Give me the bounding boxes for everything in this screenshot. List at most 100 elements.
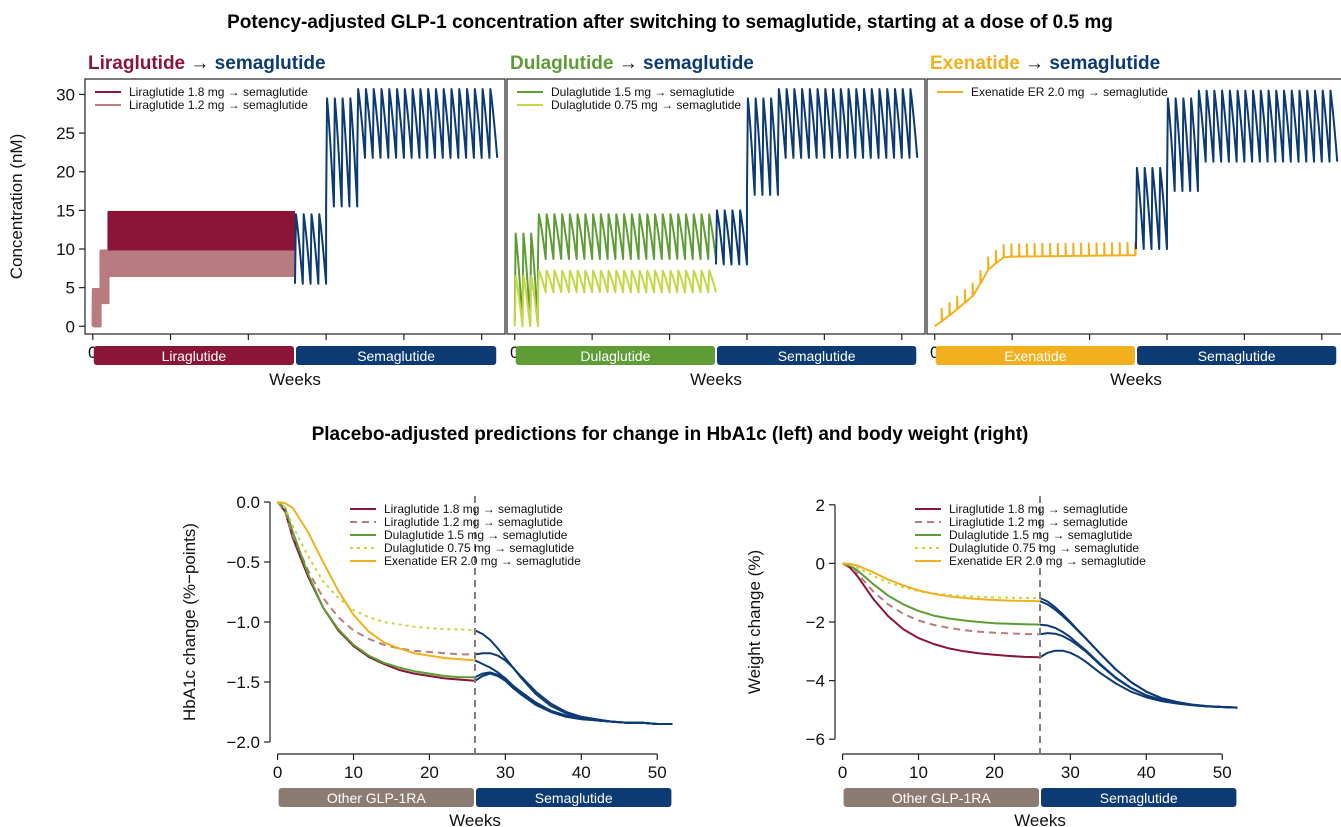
- y-axis-label: HbA1c change (%−points): [180, 523, 199, 721]
- y-tick-label: 25: [56, 124, 75, 143]
- legend-label: Liraglutide 1.8 mg → semaglutide: [384, 502, 563, 516]
- y-tick-label: 0.0: [236, 493, 260, 512]
- y-axis-label: Weight change (%): [745, 550, 764, 694]
- phase-bar: [515, 346, 715, 365]
- x-tick-label: 40: [572, 763, 591, 782]
- y-tick-label: 10: [56, 240, 75, 259]
- panel-title: Dulaglutide → semaglutide: [510, 53, 754, 74]
- panel-title: Liraglutide → semaglutide: [88, 53, 326, 74]
- series-line: [474, 659, 673, 725]
- plot-frame: [926, 78, 1341, 335]
- x-axis-label: Weeks: [1014, 811, 1066, 827]
- x-tick-label: 0: [838, 763, 847, 782]
- plot-frame: [506, 78, 926, 335]
- phase-bar-label: Semaglutide: [535, 790, 613, 806]
- series-line: [276, 501, 475, 679]
- phase-bar-label: Semaglutide: [357, 348, 435, 364]
- y-axis-label: Concentration (nM): [7, 134, 26, 280]
- x-tick-label: 20: [420, 763, 439, 782]
- data-layer: [91, 88, 499, 328]
- x-tick-label: 10: [344, 763, 363, 782]
- series-line: [1039, 600, 1238, 709]
- panel-title-drug: Exenatide: [930, 53, 1020, 74]
- plot-area: 01020304050051015202530WeeksConcentratio…: [7, 53, 1341, 827]
- legend-label: Dulaglutide 0.75 mg → semaglutide: [384, 541, 574, 555]
- y-tick-label: 0: [66, 317, 75, 336]
- phase-bar: [278, 788, 474, 807]
- y-tick-label: −1.0: [226, 613, 260, 632]
- series-line: [277, 501, 476, 662]
- legend-label: Dulaglutide 1.5 mg → semaglutide: [384, 528, 568, 542]
- series-line: [474, 652, 673, 725]
- x-tick-label: 0: [930, 343, 939, 362]
- legend-label: Dulaglutide 1.5 mg → semaglutide: [551, 85, 735, 99]
- y-tick-label: 20: [56, 163, 75, 182]
- x-tick-label: 0: [88, 343, 97, 362]
- legend-label: Exenatide ER 2.0 mg → semaglutide: [971, 85, 1168, 99]
- panel-title: Exenatide → semaglutide: [930, 53, 1160, 74]
- figure-bottom-title: Placebo-adjusted predictions for change …: [312, 424, 1029, 445]
- x-tick-label: 10: [909, 763, 928, 782]
- x-tick-label: 0: [273, 763, 282, 782]
- series-line: [842, 562, 1041, 626]
- phase-bar: [93, 346, 295, 365]
- series-line: [91, 249, 296, 328]
- panel-title-drug: Liraglutide: [88, 53, 185, 74]
- phase-bar: [843, 788, 1039, 807]
- phase-bar: [717, 346, 917, 365]
- data-layer: [934, 89, 1339, 328]
- series-line: [294, 88, 499, 285]
- y-tick-label: −1.5: [226, 673, 260, 692]
- x-tick-label: 40: [1137, 763, 1156, 782]
- panel-title-arrow: →: [1020, 53, 1044, 74]
- data-layer: [842, 562, 1238, 709]
- series-line: [715, 88, 919, 266]
- y-tick-label: 30: [56, 85, 75, 104]
- panel-title-arrow: →: [613, 53, 637, 74]
- series-line: [842, 562, 1040, 599]
- chart-conc-exenatide: 01020304050WeeksExenatide → semaglutideE…: [926, 53, 1341, 389]
- series-line: [1039, 632, 1238, 709]
- phase-bar-label: Semaglutide: [778, 348, 856, 364]
- y-tick-label: −2: [806, 613, 825, 632]
- series-line: [934, 241, 1137, 328]
- y-tick-label: −6: [806, 730, 825, 749]
- phase-bar-label: Other GLP-1RA: [892, 790, 991, 806]
- legend-label: Liraglutide 1.2 mg → semaglutide: [949, 515, 1128, 529]
- y-tick-label: −0.5: [226, 553, 260, 572]
- panel-title-arrow: →: [185, 53, 209, 74]
- x-tick-label: 0: [510, 343, 519, 362]
- figure-top-title: Potency-adjusted GLP-1 concentration aft…: [227, 12, 1113, 33]
- x-tick-label: 30: [1061, 763, 1080, 782]
- legend-label: Dulaglutide 0.75 mg → semaglutide: [551, 98, 741, 112]
- series-line: [513, 213, 717, 324]
- panel-title-target: semaglutide: [1044, 53, 1160, 74]
- chart-conc-liraglutide: 01020304050051015202530WeeksConcentratio…: [7, 53, 506, 389]
- legend-label: Exenatide ER 2.0 mg → semaglutide: [949, 554, 1146, 568]
- y-tick-label: 5: [66, 279, 75, 298]
- panel-title-target: semaglutide: [209, 53, 325, 74]
- x-tick-label: 50: [648, 763, 667, 782]
- legend-label: Exenatide ER 2.0 mg → semaglutide: [384, 554, 581, 568]
- x-axis-label: Weeks: [690, 370, 742, 389]
- x-tick-label: 50: [1213, 763, 1232, 782]
- phase-bar-label: Exenatide: [1004, 348, 1066, 364]
- x-axis-label: Weeks: [269, 370, 321, 389]
- legend-label: Liraglutide 1.8 mg → semaglutide: [129, 85, 308, 99]
- y-tick-label: 0: [816, 554, 825, 573]
- y-tick-label: −2.0: [226, 733, 260, 752]
- data-layer: [276, 501, 673, 725]
- phase-bar-label: Semaglutide: [1100, 790, 1178, 806]
- x-tick-label: 20: [985, 763, 1004, 782]
- legend-label: Liraglutide 1.2 mg → semaglutide: [129, 98, 308, 112]
- phase-bar-label: Liraglutide: [162, 348, 227, 364]
- series-line: [1039, 649, 1238, 709]
- y-tick-label: 15: [56, 201, 75, 220]
- y-tick-label: 2: [816, 496, 825, 515]
- y-tick-label: −4: [806, 672, 825, 691]
- legend-label: Liraglutide 1.2 mg → semaglutide: [384, 515, 563, 529]
- chart-conc-dulaglutide: 01020304050WeeksDulaglutide → semaglutid…: [506, 53, 926, 389]
- legend-label: Liraglutide 1.8 mg → semaglutide: [949, 502, 1128, 516]
